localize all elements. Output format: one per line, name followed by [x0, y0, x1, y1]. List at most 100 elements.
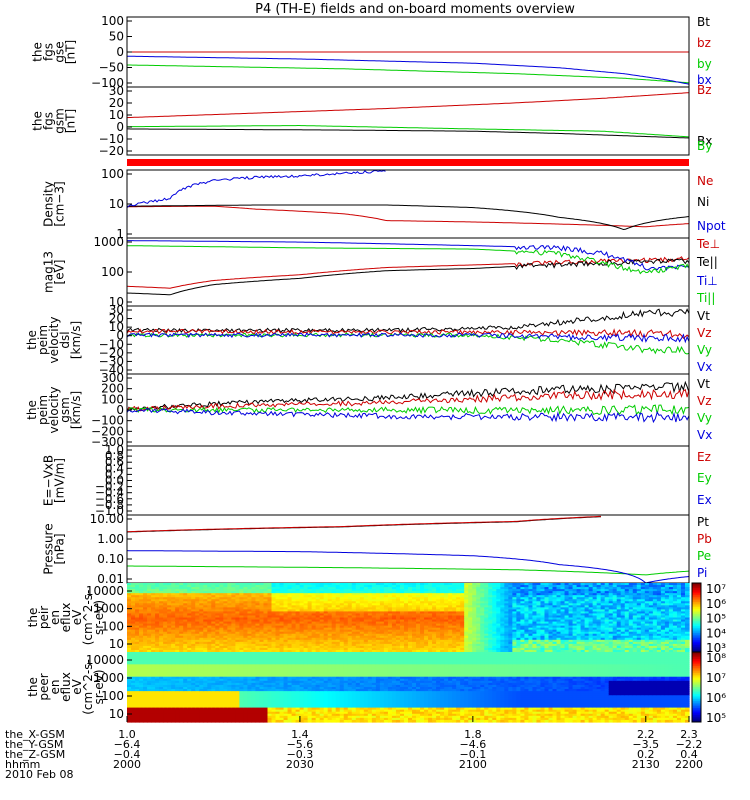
spectrogram-cell	[532, 597, 538, 600]
spectrogram-cell	[203, 619, 208, 623]
spectrogram-cell	[327, 623, 333, 627]
spectrogram-cell	[263, 629, 269, 633]
spectrogram-cell	[416, 585, 421, 588]
spectrogram-cell	[628, 631, 634, 635]
spectrogram-cell	[307, 593, 313, 596]
spectrogram-cell	[267, 647, 273, 651]
spectrogram-cell	[496, 649, 501, 653]
spectrogram-cell	[596, 599, 602, 602]
spectrogram-cell	[436, 643, 441, 647]
spectrogram-cell	[335, 641, 341, 645]
spectrogram-cell	[215, 595, 220, 598]
spectrogram-cell	[680, 615, 686, 619]
spectrogram-cell	[548, 595, 554, 598]
spectrogram-cell	[520, 589, 526, 592]
spectrogram-cell	[556, 643, 562, 647]
spectrogram-cell	[167, 615, 172, 619]
spectrogram-cell	[371, 591, 377, 594]
spectrogram-cell	[424, 587, 429, 590]
spectrogram-cell	[572, 645, 578, 649]
spectrogram-cell	[331, 591, 337, 594]
legend-Ti||: Ti||	[696, 291, 715, 305]
spectrogram-cell	[227, 645, 232, 649]
spectrogram-cell	[516, 633, 521, 637]
spectrogram-cell	[552, 641, 558, 645]
spectrogram-cell	[472, 627, 477, 631]
spectrogram-cell	[395, 615, 401, 619]
spectrogram-cell	[367, 641, 373, 645]
spectrogram-cell	[287, 597, 293, 600]
spectrogram-cell	[464, 605, 469, 608]
spectrogram-cell	[560, 631, 566, 635]
spectrogram-cell	[367, 605, 373, 608]
spectrogram-cell	[500, 613, 505, 617]
spectrogram-cell	[584, 619, 590, 623]
spectrogram-cell	[315, 603, 321, 606]
spectrogram-cell	[476, 621, 481, 625]
spectrogram-cell	[572, 631, 578, 635]
legend-Bt: Bt	[697, 15, 710, 29]
spectrogram-cell	[472, 617, 477, 621]
spectrogram-cell	[408, 637, 413, 641]
spectrogram-cell	[572, 615, 578, 619]
spectrogram-cell	[544, 595, 550, 598]
spectrogram-cell	[440, 639, 445, 643]
spectrogram-cell	[596, 613, 602, 617]
spectrogram-cell	[684, 629, 690, 633]
spectrogram-cell	[283, 611, 289, 615]
spectrogram-cell	[283, 623, 289, 627]
spectrogram-cell	[351, 647, 357, 651]
spectrogram-cell	[131, 639, 136, 643]
spectrogram-cell	[536, 603, 542, 606]
spectrogram-cell	[203, 615, 208, 619]
spectrogram-cell	[391, 631, 397, 635]
spectrogram-cell	[399, 603, 405, 606]
spectrogram-cell	[223, 585, 228, 588]
spectrogram-cell	[319, 613, 325, 617]
spectrogram-cell	[279, 607, 285, 610]
spectrogram-cell	[440, 647, 445, 651]
spectrogram-cell	[444, 599, 449, 602]
spectrogram-cell	[231, 625, 236, 629]
spectrogram-cell	[219, 593, 224, 596]
spectrogram-peir_en	[127, 583, 690, 653]
spectrogram-cell	[307, 595, 313, 598]
spectrogram-cell	[331, 609, 337, 613]
spectrogram-cell	[287, 649, 293, 653]
spectrogram-cell	[428, 583, 433, 586]
spectrogram-cell	[656, 647, 662, 651]
spectrogram-cell	[480, 595, 485, 598]
spectrogram-cell	[556, 585, 562, 588]
spectrogram-cell	[343, 647, 349, 651]
spectrogram-cell	[355, 599, 361, 602]
spectrogram-cell	[588, 637, 594, 641]
spectrogram-cell	[564, 635, 570, 639]
spectrogram-cell	[187, 639, 192, 643]
spectrogram-cell	[223, 613, 228, 617]
spectrogram-cell	[564, 599, 570, 602]
spectrogram-cell	[452, 631, 457, 635]
spectrogram-cell	[440, 649, 445, 653]
spectrogram-cell	[207, 593, 212, 596]
spectrogram-cell	[231, 619, 236, 623]
y-tick-label: 0	[116, 403, 124, 417]
spectrogram-cell	[135, 593, 140, 596]
spectrogram-cell	[680, 609, 686, 613]
spectrogram-cell	[504, 599, 509, 602]
colorbar-segment	[692, 634, 701, 637]
spectrogram-cell	[307, 607, 313, 610]
spectrogram-cell	[436, 609, 441, 613]
spectrogram-cell	[560, 613, 566, 617]
spectrogram-cell	[335, 635, 341, 639]
spectrogram-cell	[403, 601, 409, 604]
spectrogram-cell	[355, 601, 361, 604]
spectrogram-cell	[243, 601, 249, 604]
spectrogram-cell	[620, 615, 626, 619]
spectrogram-cell	[375, 615, 381, 619]
spectrogram-cell	[524, 589, 530, 592]
spectrogram-cell	[564, 603, 570, 606]
spectrogram-cell	[127, 609, 132, 613]
spectrogram-cell	[632, 647, 638, 651]
spectrogram-cell	[127, 625, 132, 629]
